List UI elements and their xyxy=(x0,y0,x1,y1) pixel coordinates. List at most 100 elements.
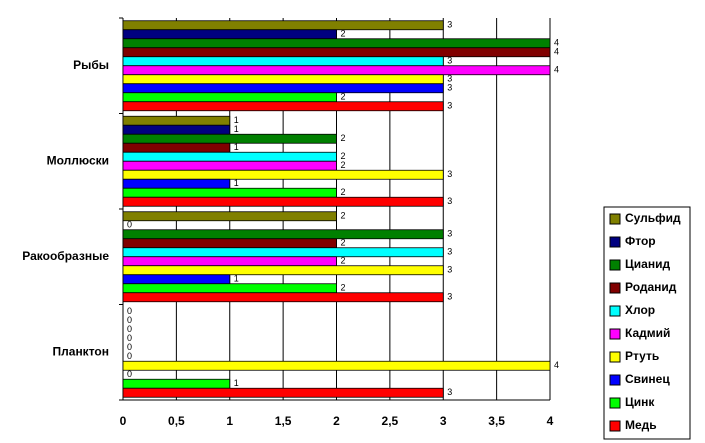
value-label: 1 xyxy=(234,274,239,284)
bar xyxy=(122,38,551,49)
value-label: 0 xyxy=(127,220,132,230)
bar xyxy=(122,151,337,162)
value-label: 3 xyxy=(447,101,452,111)
value-label: 4 xyxy=(554,360,559,370)
x-tick-label: 1 xyxy=(226,414,233,428)
legend-label: Кадмий xyxy=(625,326,670,340)
legend-swatch xyxy=(609,374,621,386)
x-tick-label: 2 xyxy=(333,414,340,428)
bar xyxy=(122,292,444,303)
legend-label: Хлор xyxy=(625,303,655,317)
legend-label: Роданид xyxy=(625,280,677,294)
x-tick-label: 4 xyxy=(547,414,554,428)
legend-swatch xyxy=(609,282,621,294)
value-label: 1 xyxy=(234,124,239,134)
value-label: 1 xyxy=(234,115,239,125)
bar xyxy=(122,101,444,112)
bar xyxy=(122,211,337,222)
bar xyxy=(122,238,337,249)
bar xyxy=(122,83,444,94)
bar xyxy=(122,160,337,171)
value-label: 2 xyxy=(341,187,346,197)
bar xyxy=(122,124,231,135)
value-label: 3 xyxy=(447,247,452,257)
legend-label: Медь xyxy=(625,418,657,432)
y-tick-label: Моллюски xyxy=(47,153,109,167)
y-tick-label: Ракообразные xyxy=(22,249,109,263)
legend-swatch xyxy=(609,420,621,432)
bar xyxy=(122,65,551,76)
bar xyxy=(122,274,231,285)
value-label: 2 xyxy=(341,283,346,293)
value-label: 2 xyxy=(341,238,346,248)
legend-label: Ртуть xyxy=(625,349,659,363)
bar xyxy=(122,20,444,31)
legend-swatch xyxy=(609,328,621,340)
legend-label: Фтор xyxy=(625,234,656,248)
value-label: 2 xyxy=(341,92,346,102)
bar xyxy=(122,256,337,267)
x-tick-label: 2,5 xyxy=(382,414,399,428)
legend-swatch xyxy=(609,213,621,225)
x-tick-label: 0,5 xyxy=(168,414,185,428)
bar xyxy=(122,247,444,258)
value-label: 4 xyxy=(554,47,559,57)
value-label: 0 xyxy=(127,342,132,352)
value-label: 2 xyxy=(341,29,346,39)
value-label: 3 xyxy=(447,83,452,93)
legend-label: Цианид xyxy=(625,257,670,271)
value-label: 0 xyxy=(127,351,132,361)
value-label: 0 xyxy=(127,324,132,334)
value-label: 0 xyxy=(127,369,132,379)
y-tick-label: Планктон xyxy=(53,344,109,358)
legend-swatch xyxy=(609,351,621,363)
value-label: 2 xyxy=(341,211,346,221)
value-label: 1 xyxy=(234,378,239,388)
value-label: 2 xyxy=(341,133,346,143)
value-label: 3 xyxy=(447,20,452,30)
bar xyxy=(122,92,337,103)
bar xyxy=(122,133,337,144)
bar xyxy=(122,229,444,240)
bar xyxy=(122,29,337,40)
value-label: 3 xyxy=(447,387,452,397)
value-label: 3 xyxy=(447,229,452,239)
bar xyxy=(122,56,444,67)
bar xyxy=(122,142,231,153)
bar xyxy=(122,169,444,180)
x-tick-label: 3 xyxy=(440,414,447,428)
x-tick-label: 3,5 xyxy=(488,414,505,428)
y-tick-label: Рыбы xyxy=(73,58,109,72)
value-label: 2 xyxy=(341,151,346,161)
value-label: 3 xyxy=(447,265,452,275)
bar xyxy=(122,360,551,371)
value-label: 3 xyxy=(447,74,452,84)
value-label: 0 xyxy=(127,315,132,325)
bar xyxy=(122,265,444,276)
legend-swatch xyxy=(609,259,621,271)
value-label: 0 xyxy=(127,333,132,343)
bar xyxy=(122,178,231,189)
value-label: 0 xyxy=(127,306,132,316)
value-label: 2 xyxy=(341,160,346,170)
bar xyxy=(122,196,444,207)
legend-label: Сульфид xyxy=(625,211,681,225)
legend-label: Цинк xyxy=(625,395,655,409)
value-label: 3 xyxy=(447,196,452,206)
bar xyxy=(122,74,444,85)
bar xyxy=(122,378,231,389)
value-label: 3 xyxy=(447,292,452,302)
bar xyxy=(122,187,337,198)
legend-swatch xyxy=(609,397,621,409)
value-label: 3 xyxy=(447,56,452,66)
bar xyxy=(122,283,337,294)
legend-swatch xyxy=(609,236,621,248)
x-tick-label: 1,5 xyxy=(275,414,292,428)
value-label: 4 xyxy=(554,38,559,48)
value-label: 3 xyxy=(447,169,452,179)
legend-label: Свинец xyxy=(625,372,670,386)
value-label: 2 xyxy=(341,256,346,266)
bar xyxy=(122,387,444,398)
x-tick-label: 0 xyxy=(120,414,127,428)
